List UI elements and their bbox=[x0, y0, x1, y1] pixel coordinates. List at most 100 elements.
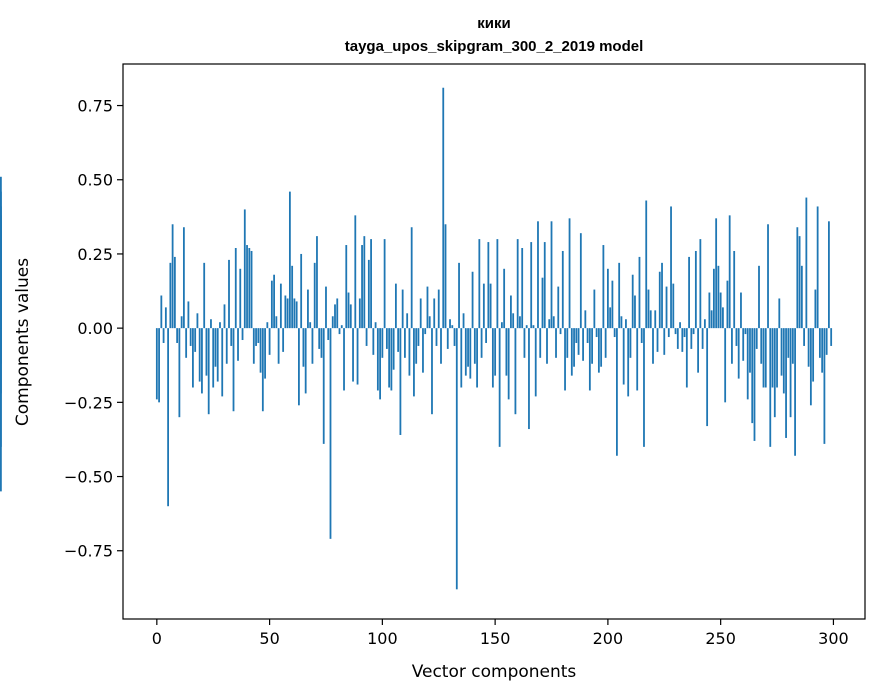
bar bbox=[688, 256, 690, 329]
bar bbox=[178, 328, 181, 418]
bar bbox=[498, 328, 501, 447]
bar bbox=[352, 328, 354, 382]
bar bbox=[731, 328, 733, 364]
bar bbox=[356, 328, 359, 385]
bar bbox=[724, 328, 727, 403]
bar bbox=[205, 328, 208, 376]
bar bbox=[568, 218, 571, 329]
bar bbox=[349, 304, 352, 329]
bar bbox=[645, 200, 648, 329]
bar bbox=[749, 328, 751, 373]
bar bbox=[473, 328, 476, 364]
bar bbox=[361, 245, 363, 329]
bar bbox=[471, 271, 474, 329]
bar bbox=[487, 242, 490, 329]
bar bbox=[519, 316, 521, 329]
x-tick-label: 250 bbox=[705, 629, 736, 648]
bar bbox=[618, 262, 621, 329]
bar bbox=[561, 250, 564, 329]
bar bbox=[325, 286, 327, 329]
bar bbox=[234, 248, 237, 329]
bar bbox=[552, 316, 555, 329]
bar bbox=[158, 328, 160, 403]
bar bbox=[322, 328, 325, 444]
bar bbox=[523, 328, 526, 358]
bar bbox=[268, 328, 271, 355]
bar bbox=[424, 328, 427, 335]
bar bbox=[210, 319, 212, 329]
bar bbox=[564, 328, 566, 391]
bar bbox=[823, 328, 826, 444]
bar bbox=[667, 328, 670, 338]
bar bbox=[803, 328, 805, 346]
bar bbox=[343, 328, 345, 391]
bar bbox=[636, 328, 639, 391]
bar bbox=[622, 328, 625, 385]
bar bbox=[261, 328, 264, 412]
plot-frame bbox=[122, 63, 866, 620]
bar bbox=[419, 298, 422, 329]
bar bbox=[537, 221, 539, 329]
bar bbox=[638, 256, 641, 329]
bar bbox=[212, 328, 215, 388]
bar bbox=[744, 328, 747, 335]
bar bbox=[316, 236, 318, 329]
bar bbox=[223, 304, 226, 329]
bar bbox=[388, 328, 391, 388]
bar bbox=[496, 239, 499, 329]
bar bbox=[809, 328, 812, 406]
bar bbox=[243, 209, 246, 329]
bar bbox=[767, 224, 769, 329]
bar bbox=[643, 328, 645, 447]
bar bbox=[658, 271, 661, 329]
bar bbox=[679, 322, 681, 329]
bar bbox=[0, 328, 2, 447]
bar bbox=[207, 328, 210, 415]
bar bbox=[528, 328, 530, 430]
bar bbox=[575, 328, 578, 343]
bar bbox=[559, 328, 562, 335]
bar bbox=[825, 328, 828, 355]
bar bbox=[225, 328, 228, 364]
bar bbox=[755, 328, 758, 349]
bar bbox=[216, 328, 219, 382]
bar bbox=[302, 328, 305, 367]
bar bbox=[665, 286, 668, 329]
bar bbox=[539, 328, 542, 358]
y-tick-label: −0.25 bbox=[64, 393, 113, 412]
bar bbox=[426, 286, 429, 329]
bar bbox=[591, 328, 593, 364]
bar bbox=[773, 328, 776, 418]
bar bbox=[176, 328, 179, 343]
bar bbox=[600, 328, 603, 367]
bar bbox=[674, 328, 677, 335]
bar bbox=[604, 328, 607, 358]
bar bbox=[482, 283, 485, 329]
bar bbox=[710, 310, 713, 329]
bar bbox=[327, 328, 330, 341]
bar bbox=[742, 328, 745, 361]
bar bbox=[408, 328, 411, 376]
bar bbox=[570, 328, 573, 376]
bar bbox=[514, 328, 517, 415]
bar bbox=[397, 328, 400, 352]
y-tick-label: −0.75 bbox=[64, 542, 113, 561]
bar bbox=[437, 289, 440, 329]
bar bbox=[647, 289, 650, 329]
bar bbox=[530, 242, 533, 329]
bar bbox=[404, 328, 406, 358]
bar bbox=[476, 328, 478, 388]
bar bbox=[313, 262, 316, 329]
bar bbox=[663, 328, 666, 355]
bar bbox=[769, 328, 772, 447]
bar bbox=[706, 328, 709, 427]
bar bbox=[719, 292, 722, 329]
bar bbox=[270, 280, 273, 329]
bar bbox=[173, 256, 176, 329]
bar bbox=[616, 328, 618, 456]
bar bbox=[557, 286, 560, 329]
bar bbox=[491, 328, 494, 388]
bar bbox=[500, 322, 503, 329]
